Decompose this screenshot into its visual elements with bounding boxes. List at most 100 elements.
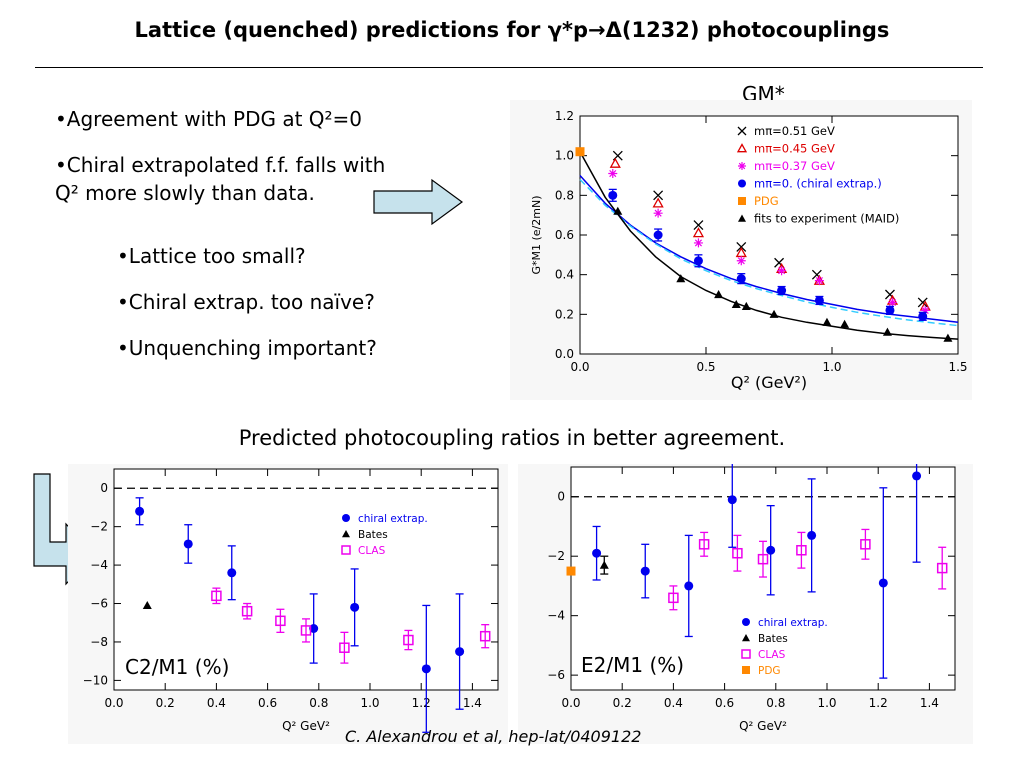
data-point: [653, 190, 664, 201]
y-tick-label: −4: [90, 558, 108, 572]
x-tick-label: 1.4: [920, 696, 939, 710]
data-point: [732, 547, 743, 559]
data-point: [592, 548, 602, 558]
y-tick-label: −2: [547, 549, 565, 563]
legend-label: fits to experiment (MAID): [754, 212, 899, 226]
data-point: [668, 592, 679, 604]
data-point: [736, 274, 746, 284]
y-tick-label: 0.8: [555, 188, 574, 202]
data-point: [403, 634, 414, 646]
bullet-unquenching: •Unquenching important?: [117, 336, 377, 360]
x-tick-label: 1.4: [463, 696, 482, 710]
x-tick-label: 0.5: [696, 360, 715, 374]
data-point: [878, 578, 888, 588]
legend-marker: [737, 126, 747, 136]
data-point: [613, 206, 623, 215]
data-point: [309, 624, 319, 634]
legend-label: mπ=0. (chiral extrap.): [754, 177, 882, 191]
gm-form-factor-chart: 0.0 0.5 1.0 1.5 0.0 0.2 0.4 0.6 0.8 1.0 1.2 mπ=0.51…: [510, 100, 972, 400]
data-point: [455, 647, 465, 657]
x-tick-label: 1.0: [360, 696, 379, 710]
data-point: [796, 545, 807, 556]
y-tick-label: 1.0: [555, 149, 574, 163]
x-tick-label: 0.0: [104, 696, 123, 710]
data-point: [350, 602, 360, 612]
data-point: [135, 506, 145, 516]
data-point: [860, 539, 871, 550]
data-point: [766, 545, 776, 555]
data-point: [777, 266, 787, 276]
legend-marker: [341, 545, 351, 555]
x-tick-label: 0.0: [570, 360, 589, 374]
data-point: [211, 590, 222, 602]
bullet-chiral-naive: •Chiral extrap. too naïve?: [117, 290, 375, 314]
plot-frame: [113, 468, 499, 691]
data-point: [479, 630, 491, 642]
y-tick-label: 0.0: [555, 347, 574, 361]
legend-label: chiral extrap.: [758, 617, 828, 629]
x-tick-label: 0.4: [207, 696, 226, 710]
data-point: [300, 625, 312, 636]
fit-curve: [579, 151, 959, 340]
data-point: [653, 230, 663, 240]
x-tick-label: 0.6: [258, 696, 277, 710]
y-tick-label: −8: [90, 635, 108, 649]
citation: C. Alexandrou et al, hep-lat/0409122: [345, 727, 642, 746]
legend-marker: [738, 197, 746, 205]
legend-label: Bates: [358, 529, 388, 541]
data-point: [275, 615, 286, 627]
data-point: [142, 600, 152, 610]
plot-frame: [570, 466, 956, 691]
y-tick-label: 0.2: [555, 307, 574, 321]
x-tick-label: 1.0: [817, 696, 836, 710]
data-point: [575, 147, 585, 157]
data-point: [917, 297, 928, 308]
data-point: [652, 197, 664, 208]
right-arrow-icon: [373, 178, 464, 226]
legend-label: PDG: [758, 665, 781, 677]
y-tick-label: −4: [547, 609, 565, 623]
legend-marker: [342, 514, 350, 522]
data-point: [609, 157, 621, 168]
x-tick-label: 1.2: [412, 696, 431, 710]
x-tick-label: 0.0: [561, 696, 580, 710]
legend-marker: [342, 530, 350, 538]
y-tick-label: −10: [83, 673, 108, 687]
legend-label: CLAS: [758, 649, 786, 661]
x-tick-label: 1.5: [948, 360, 967, 374]
legend-label: mπ=0.45 GeV: [754, 142, 835, 156]
legend-label: mπ=0.51 GeV: [754, 124, 835, 138]
data-point: [727, 495, 737, 505]
data-point: [608, 190, 618, 200]
legend-marker: [738, 179, 746, 188]
c2m1-ratio-chart: 0.0 0.2 0.4 0.6 0.8 1.0 1.2 1.4 −10 −8 −6 −4 −2 0 chir…: [68, 464, 508, 744]
legend-label: mπ=0.37 GeV: [754, 159, 835, 173]
data-point: [676, 274, 686, 283]
y-tick-label: −6: [90, 597, 108, 611]
legend-marker: [738, 214, 746, 222]
data-point: [814, 295, 824, 305]
y-tick-label: 0.4: [555, 268, 574, 282]
data-point: [566, 566, 576, 576]
x-tick-label: 0.6: [715, 696, 734, 710]
data-point: [693, 238, 703, 248]
data-point: [714, 290, 724, 299]
data-point: [693, 220, 704, 231]
data-point: [736, 256, 746, 266]
e2m1-label: E2/M1 (%): [581, 653, 685, 677]
y-tick-label: −6: [547, 668, 565, 682]
data-point: [777, 286, 787, 296]
x-axis-label: Q² (GeV²): [731, 373, 807, 392]
data-point: [241, 605, 253, 617]
legend-label: chiral extrap.: [358, 513, 428, 525]
data-point: [757, 553, 769, 565]
data-point: [807, 530, 817, 540]
bullet-pdg-agreement: •Agreement with PDG at Q²=0: [55, 107, 363, 131]
title-divider: [35, 67, 983, 68]
data-point: [227, 568, 237, 578]
x-tick-label: 0.2: [613, 696, 632, 710]
x-axis-label: Q² GeV²: [739, 719, 787, 733]
fit-curve: [579, 174, 959, 324]
legend-label: PDG: [754, 194, 779, 208]
x-tick-label: 1.0: [822, 360, 841, 374]
